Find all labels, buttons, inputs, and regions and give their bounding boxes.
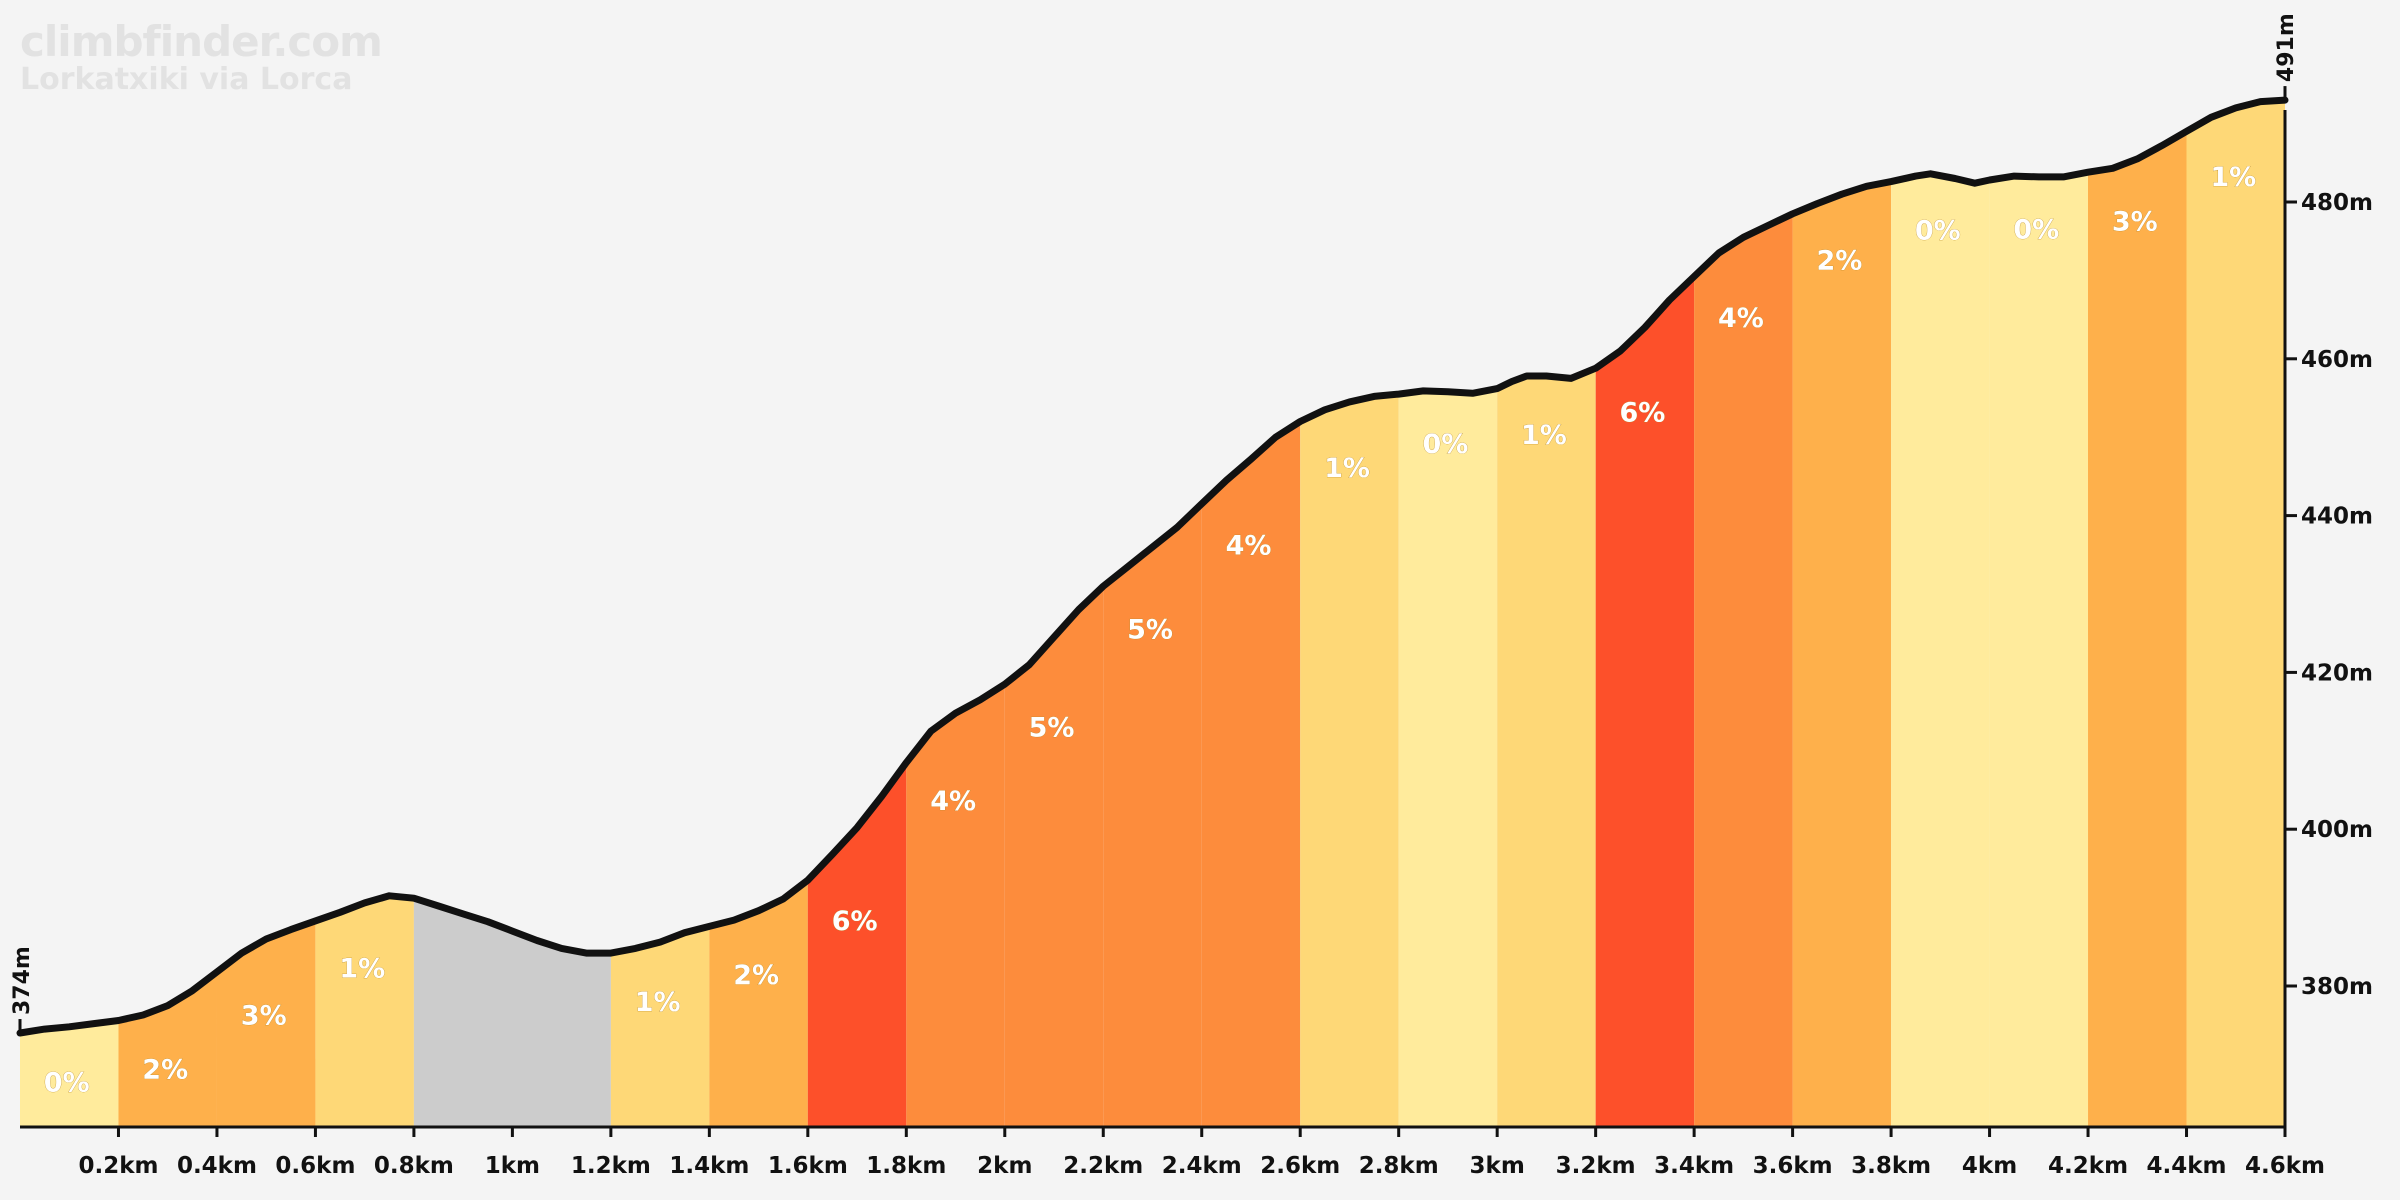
gradient-segments	[20, 100, 2285, 1128]
x-tick-label: 4.4km	[2147, 1153, 2227, 1179]
segment-10	[1103, 503, 1202, 1127]
segment-8	[906, 684, 1005, 1127]
segment-13	[1398, 388, 1498, 1128]
segment-grade-label: 0%	[1915, 215, 1961, 246]
x-tick-label: 2km	[977, 1153, 1032, 1179]
segment-grade-label: 3%	[241, 1000, 287, 1031]
x-tick-label: 3km	[1470, 1153, 1525, 1179]
brand-watermark: climbfinder.com Lorkatxiki via Lorca	[20, 17, 383, 98]
segment-grade-label: 6%	[1620, 397, 1666, 428]
climb-name: Lorkatxiki via Lorca	[20, 62, 353, 98]
segment-5	[610, 926, 710, 1127]
segment-11	[1201, 421, 1301, 1127]
x-axis: 0.2km 0.4km 0.6km 0.8km 1km 1.2km 1.4km 1.6km 1.…	[20, 1125, 2325, 1179]
segment-7	[807, 762, 907, 1127]
x-tick-label: 4.2km	[2048, 1153, 2128, 1179]
segment-20	[2088, 131, 2187, 1127]
x-tick-label: 1.2km	[571, 1153, 651, 1179]
x-tick-label: 0.4km	[177, 1153, 257, 1179]
segment-grade-label: 1%	[635, 987, 681, 1018]
y-tick-label: 460m	[2301, 347, 2373, 373]
y-tick-label: 420m	[2301, 660, 2373, 686]
y-axis: 380m 400m 420m 440m 460m 480m	[2283, 110, 2373, 1127]
segment-18	[1891, 173, 1990, 1128]
segment-12	[1300, 394, 1399, 1128]
x-tick-label: 1.6km	[768, 1153, 848, 1179]
segment-6	[709, 880, 808, 1127]
x-tick-label: 2.8km	[1359, 1153, 1439, 1179]
segment-19	[1989, 172, 2089, 1127]
segment-grade-label: 1%	[2210, 162, 2256, 193]
x-tick-label: 2.4km	[1162, 1153, 1242, 1179]
x-tick-label: 1.8km	[866, 1153, 946, 1179]
site-name: climbfinder.com	[20, 17, 383, 66]
segment-grade-label: 2%	[733, 960, 779, 991]
x-tick-label: 4km	[1962, 1153, 2017, 1179]
y-tick-label: 480m	[2301, 190, 2373, 216]
segment-9	[1004, 586, 1104, 1127]
x-tick-label: 3.8km	[1851, 1153, 1931, 1179]
segment-15	[1595, 276, 1695, 1127]
segment-grade-label: 2%	[142, 1054, 188, 1085]
segment-grade-label: 0%	[2013, 215, 2059, 246]
segment-grade-label: 5%	[1029, 712, 1075, 743]
x-tick-label: 3.6km	[1753, 1153, 1833, 1179]
segment-grade-label: 4%	[930, 786, 976, 817]
x-tick-label: 1.4km	[669, 1153, 749, 1179]
segment-0	[20, 1020, 119, 1127]
x-tick-label: 4.6km	[2245, 1153, 2325, 1179]
x-tick-label: 2.2km	[1063, 1153, 1143, 1179]
segment-4	[413, 898, 611, 1127]
segment-2	[216, 920, 316, 1127]
segment-grade-label: 4%	[1718, 303, 1764, 334]
gradient-labels: 0% 2% 3% 1% 1% 2% 6% 4% 5% 5% 4% 1% 0% 1% 6% 4% 2% 0% 0% 3%…	[43, 162, 2256, 1099]
segment-17	[1792, 181, 1892, 1128]
segment-14	[1497, 368, 1596, 1127]
x-tick-label: 0.6km	[275, 1153, 355, 1179]
segment-21	[2186, 100, 2285, 1128]
segment-grade-label: 0%	[44, 1068, 90, 1099]
segment-grade-label: 0%	[1423, 429, 1469, 460]
start-end-markers: 374m 491m	[10, 13, 2299, 1034]
segment-grade-label: 5%	[1127, 614, 1173, 645]
x-tick-label: 1km	[485, 1153, 540, 1179]
x-tick-label: 3.2km	[1556, 1153, 1636, 1179]
segment-grade-label: 4%	[1226, 530, 1272, 561]
x-tick-label: 0.8km	[374, 1153, 454, 1179]
profile-line	[16, 96, 2289, 1037]
x-tick-label: 3.4km	[1654, 1153, 1734, 1179]
segment-16	[1694, 213, 1793, 1128]
x-tick-label: 2.6km	[1260, 1153, 1340, 1179]
segment-1	[118, 971, 217, 1127]
segment-grade-label: 6%	[832, 906, 878, 937]
end-elevation-label: 491m	[2274, 13, 2299, 82]
y-tick-label: 380m	[2301, 974, 2373, 1000]
segment-grade-label: 3%	[2112, 207, 2158, 238]
segment-3	[315, 895, 414, 1127]
segment-grade-label: 2%	[1817, 246, 1863, 277]
segment-grade-label: 1%	[339, 954, 385, 985]
segment-grade-label: 1%	[1324, 453, 1370, 484]
segment-grade-label: 1%	[1521, 420, 1567, 451]
y-tick-label: 400m	[2301, 817, 2373, 843]
x-tick-label: 0.2km	[78, 1153, 158, 1179]
start-elevation-label: 374m	[10, 946, 35, 1015]
y-tick-label: 440m	[2301, 504, 2373, 530]
